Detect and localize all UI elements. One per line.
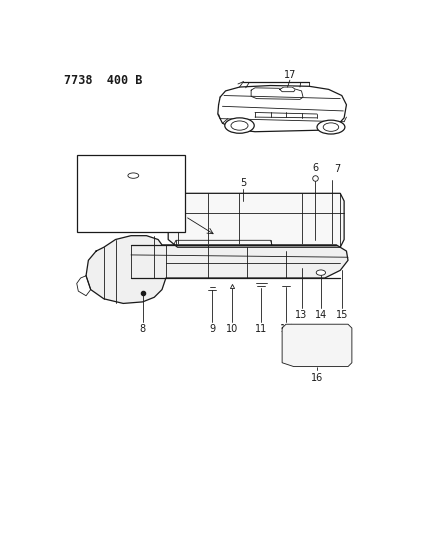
Text: 8: 8 — [140, 324, 146, 334]
Ellipse shape — [231, 121, 248, 130]
Text: 13: 13 — [295, 310, 308, 320]
Text: 14: 14 — [315, 310, 327, 320]
Text: 5: 5 — [240, 178, 247, 188]
Text: 4: 4 — [154, 215, 159, 224]
Text: 6: 6 — [312, 163, 318, 173]
Bar — [77, 155, 185, 232]
Text: 17: 17 — [284, 70, 296, 80]
Text: 9: 9 — [209, 324, 215, 334]
Text: 3: 3 — [131, 215, 136, 224]
Ellipse shape — [323, 123, 339, 131]
Polygon shape — [282, 324, 352, 367]
Text: 7738  400 B: 7738 400 B — [64, 74, 143, 87]
Text: 7: 7 — [334, 164, 340, 174]
Polygon shape — [168, 193, 344, 247]
Text: 15: 15 — [336, 310, 348, 320]
Text: 1: 1 — [91, 215, 97, 224]
Ellipse shape — [225, 118, 254, 133]
Text: 2: 2 — [111, 215, 117, 224]
Ellipse shape — [317, 120, 345, 134]
Text: 10: 10 — [226, 324, 238, 334]
Ellipse shape — [316, 270, 326, 276]
Text: 12: 12 — [280, 324, 292, 334]
Polygon shape — [86, 236, 348, 303]
Text: 16: 16 — [311, 373, 323, 383]
Polygon shape — [280, 87, 295, 92]
Text: 11: 11 — [255, 324, 268, 334]
Ellipse shape — [128, 173, 139, 179]
